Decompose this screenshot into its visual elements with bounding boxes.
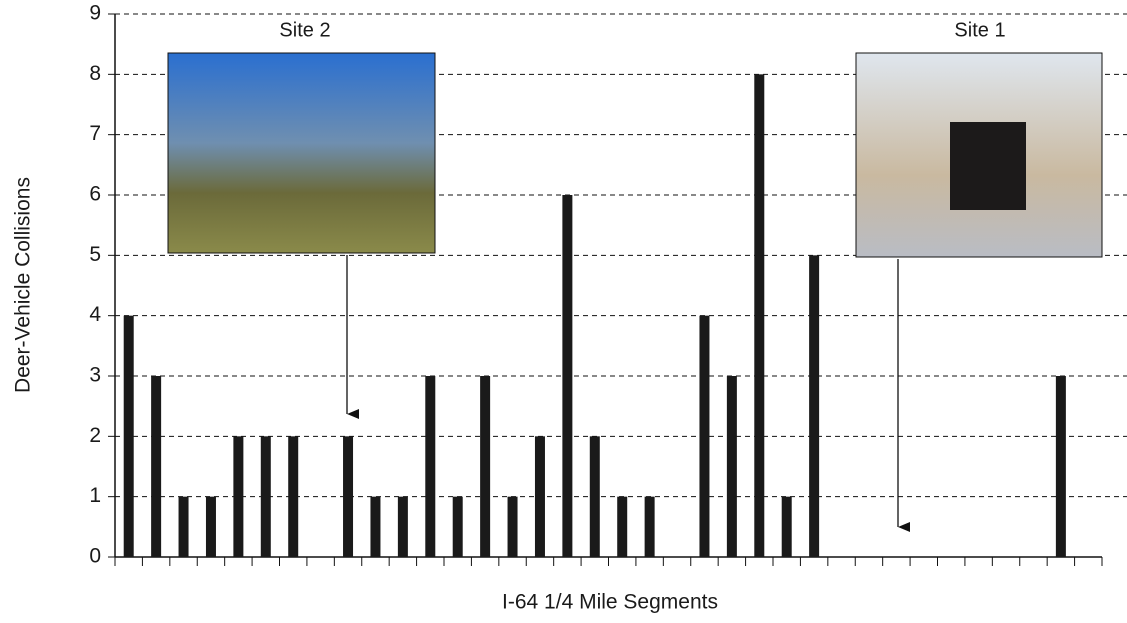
y-tick-label: 4 (89, 303, 101, 326)
bar (644, 496, 655, 557)
bar (123, 315, 134, 557)
bar (754, 74, 765, 557)
bar (699, 315, 710, 557)
bar (343, 436, 354, 557)
bar (151, 376, 162, 557)
bar (617, 496, 628, 557)
y-tick-label: 0 (89, 545, 101, 568)
x-axis-label: I-64 1/4 Mile Segments (502, 591, 718, 614)
y-tick-label: 1 (89, 484, 101, 507)
annotation: Site 1 (954, 19, 1005, 41)
site-2-photo (167, 52, 436, 254)
bar (534, 436, 545, 557)
y-tick-label: 8 (89, 62, 101, 85)
bar (452, 496, 463, 557)
y-tick-label: 7 (89, 122, 101, 145)
bar (397, 496, 408, 557)
y-tick-label: 9 (89, 2, 101, 25)
bar (589, 436, 600, 557)
bar (233, 436, 244, 557)
plot-area: 0 1 2 3 4 5 6 7 8 9 (89, 2, 1127, 568)
bar (480, 376, 491, 557)
annotation: Site 2 (279, 19, 330, 41)
bar (726, 376, 737, 557)
bar (507, 496, 518, 557)
bar (781, 496, 792, 557)
y-tick-label: 2 (89, 424, 101, 447)
bar (260, 436, 271, 557)
bar (178, 496, 189, 557)
bar (1055, 376, 1066, 557)
y-axis-label: Deer-Vehicle Collisions (12, 177, 35, 393)
site-1-tunnel (950, 122, 1026, 210)
bar (425, 376, 436, 557)
bar (205, 496, 216, 557)
bar (370, 496, 381, 557)
bar (809, 255, 820, 558)
y-tick-label: 5 (89, 243, 101, 266)
bar (288, 436, 299, 557)
bar (562, 195, 573, 557)
y-tick-label: 6 (89, 183, 101, 206)
y-tick-label: 3 (89, 364, 101, 387)
